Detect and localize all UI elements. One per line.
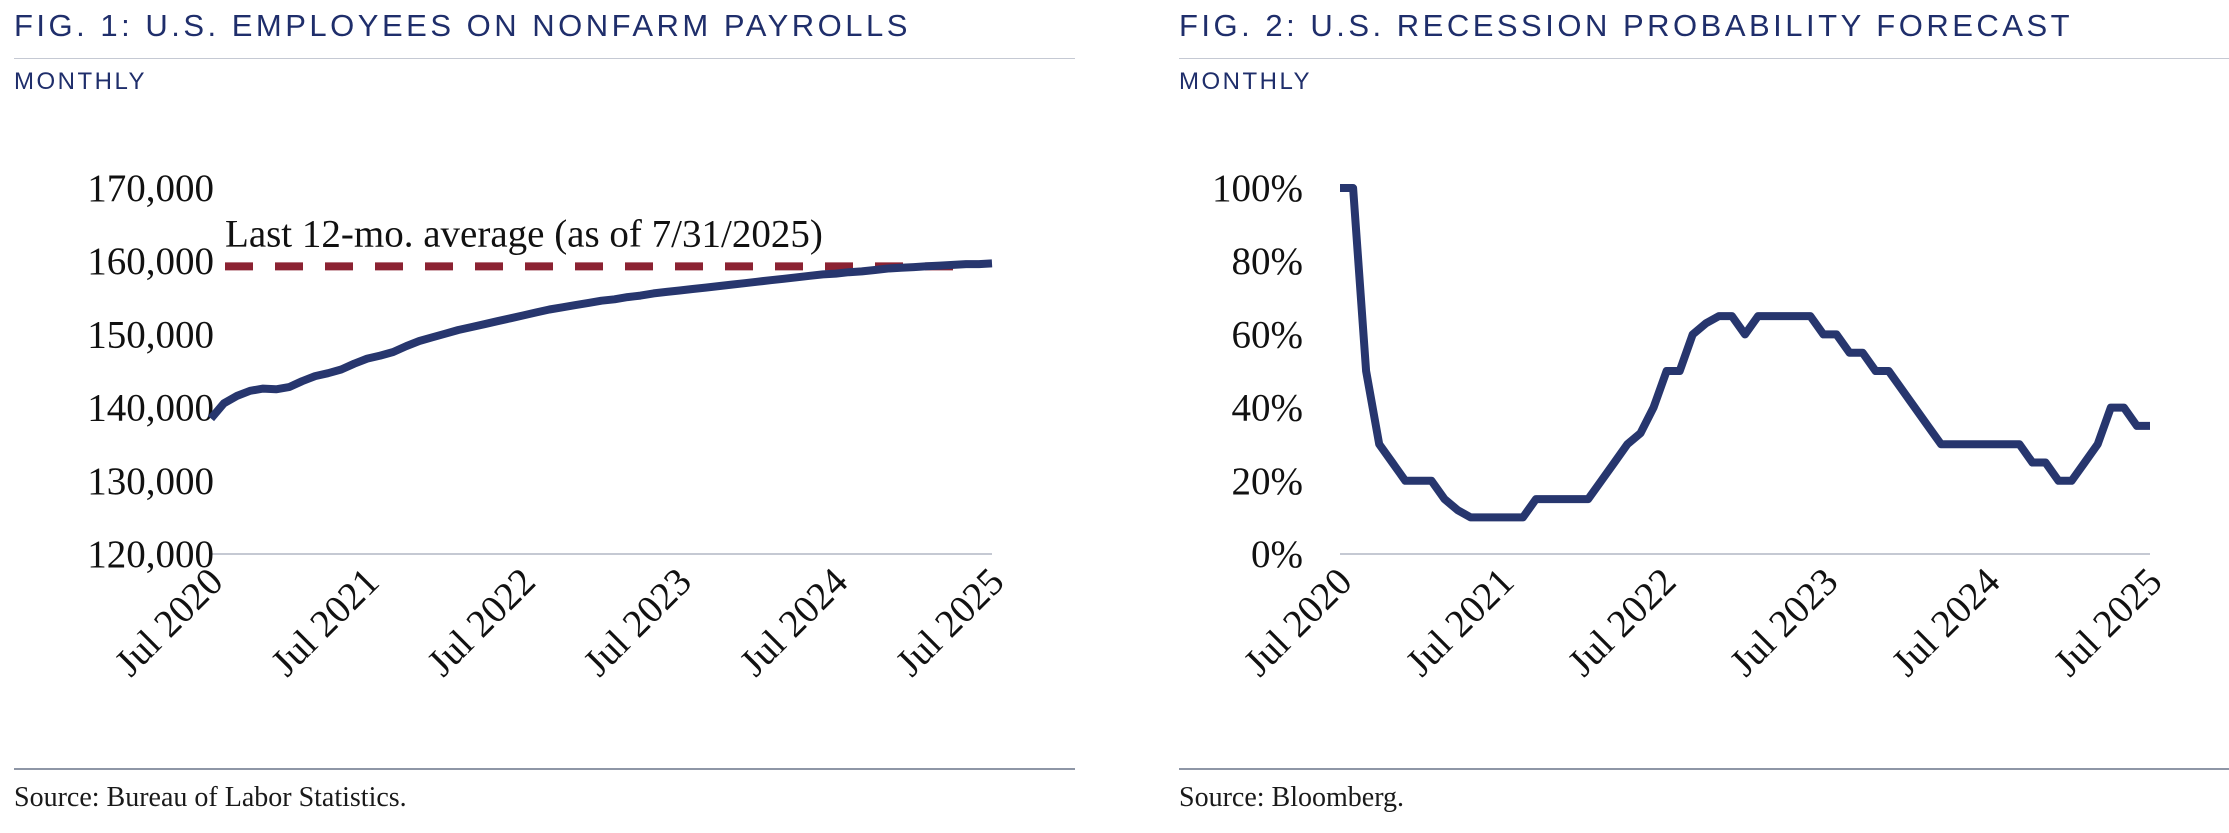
x-tick-label: Jul 2024: [732, 560, 857, 685]
x-tick-label: Jul 2020: [1236, 560, 1361, 685]
x-tick-label: Jul 2023: [1722, 560, 1847, 685]
source-note: Source: Bloomberg.: [1179, 782, 1405, 813]
x-tick-label: Jul 2024: [1884, 560, 2009, 685]
figure-title: FIG. 1: U.S. EMPLOYEES ON NONFARM PAYROL…: [14, 8, 911, 43]
y-tick-label: 160,000: [87, 240, 214, 283]
figure-title: FIG. 2: U.S. RECESSION PROBABILITY FOREC…: [1179, 8, 2074, 43]
series-line: [207, 259, 993, 422]
y-tick-label: 20%: [1232, 460, 1304, 503]
x-tick-label: Jul 2025: [2046, 560, 2171, 685]
figure-subtitle: MONTHLY: [14, 68, 148, 95]
x-tick-label: Jul 2020: [107, 560, 232, 685]
x-tick-label: Jul 2025: [888, 560, 1013, 685]
y-tick-label: 140,000: [87, 387, 214, 430]
source-divider: [14, 768, 1075, 770]
x-tick-label: Jul 2022: [419, 560, 544, 685]
y-tick-label: 120,000: [87, 533, 214, 576]
x-tick-label: Jul 2022: [1560, 560, 1685, 685]
y-tick-label: 150,000: [87, 313, 214, 356]
x-tick-label: Jul 2021: [263, 560, 388, 685]
y-tick-label: 170,000: [87, 167, 214, 210]
title-divider: [14, 58, 1075, 59]
average-reference-label: Last 12-mo. average (as of 7/31/2025): [225, 212, 823, 255]
recession-probability-line-chart: 0% 20% 40% 60% 80% 100% Jul 2020 Jul 2021 Jul 20…: [1212, 167, 2171, 685]
y-tick-label: 40%: [1232, 387, 1304, 430]
series-line: [1340, 184, 2150, 522]
y-tick-label: 80%: [1232, 240, 1304, 283]
source-note: Source: Bureau of Labor Statistics.: [14, 782, 407, 813]
y-tick-label: 60%: [1232, 313, 1304, 356]
x-tick-label: Jul 2023: [575, 560, 700, 685]
y-tick-label: 0%: [1251, 533, 1303, 576]
y-tick-label: 130,000: [87, 460, 214, 503]
payrolls-line-chart: 120,000 130,000 140,000 150,000 160,000 170,0…: [87, 167, 1013, 685]
figure-2-panel: FIG. 2: U.S. RECESSION PROBABILITY FOREC…: [1165, 0, 2229, 833]
figure-subtitle: MONTHLY: [1179, 68, 1313, 95]
x-tick-label: Jul 2021: [1398, 560, 1523, 685]
y-tick-label: 100%: [1212, 167, 1303, 210]
title-divider: [1179, 58, 2229, 59]
source-divider: [1179, 768, 2229, 770]
figure-1-panel: FIG. 1: U.S. EMPLOYEES ON NONFARM PAYROL…: [0, 0, 1075, 833]
